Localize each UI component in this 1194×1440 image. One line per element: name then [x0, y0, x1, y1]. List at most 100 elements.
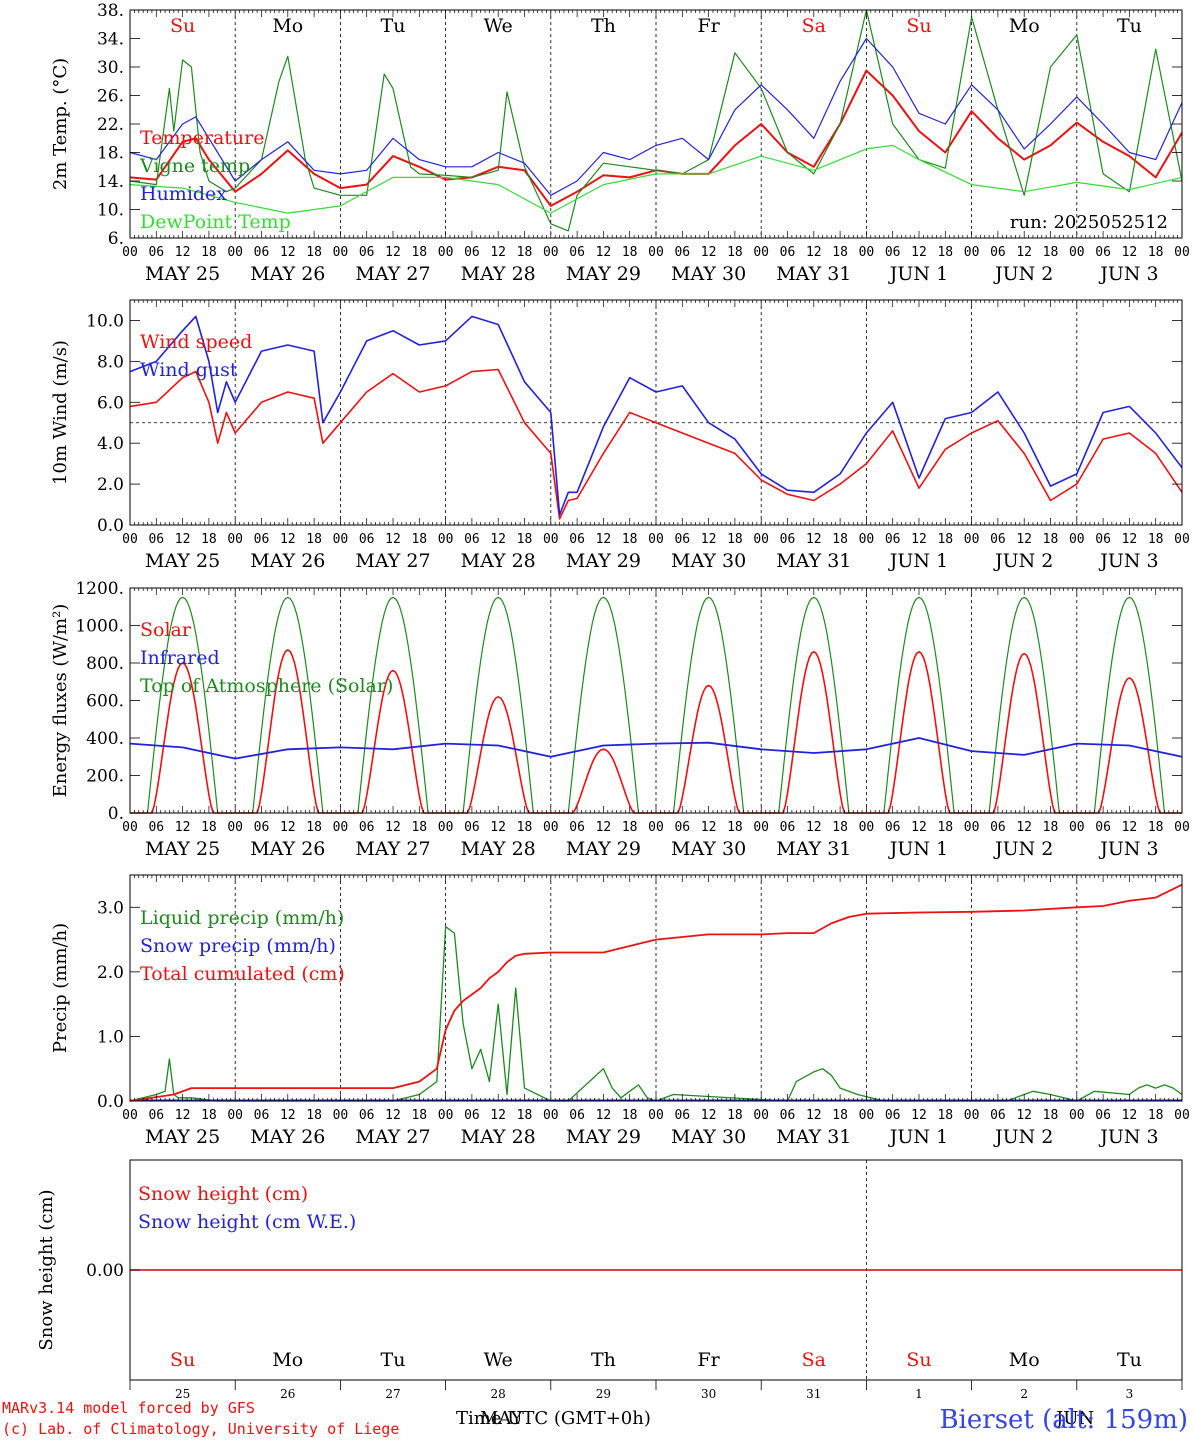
hour-tick-label: 00	[648, 245, 664, 260]
day-label: JUN 3	[1098, 550, 1158, 572]
legend-entry: Snow height (cm)	[138, 1183, 308, 1205]
y-tick-label: 200.	[86, 767, 124, 787]
lab-credit-line: (c) Lab. of Climatology, University of L…	[2, 1420, 399, 1438]
hour-tick-label: 06	[674, 820, 690, 835]
hour-tick-label: 00	[648, 1108, 664, 1123]
day-label: JUN 1	[888, 1126, 948, 1148]
y-tick-label: 38.	[97, 1, 124, 21]
hour-tick-label: 12	[280, 245, 296, 260]
day-label: MAY 26	[250, 263, 325, 285]
day-label: JUN 3	[1098, 838, 1158, 860]
hour-tick-label: 18	[201, 820, 217, 835]
weekday-label: Fr	[697, 1349, 720, 1371]
hour-tick-label: 06	[359, 245, 375, 260]
y-tick-label: 34.	[97, 30, 124, 50]
hour-tick-label: 00	[753, 1108, 769, 1123]
day-label: MAY 30	[671, 550, 746, 572]
hour-tick-label: 00	[333, 820, 349, 835]
hour-tick-label: 12	[806, 532, 822, 547]
hour-tick-label: 18	[622, 245, 638, 260]
hour-tick-label: 12	[1016, 532, 1032, 547]
weekday-label: We	[484, 1349, 513, 1371]
day-number-label: 30	[701, 1387, 716, 1401]
hour-tick-label: 06	[1095, 245, 1111, 260]
hour-tick-label: 00	[227, 532, 243, 547]
hour-tick-label: 18	[832, 1108, 848, 1123]
hour-tick-label: 18	[1148, 820, 1164, 835]
y-axis-label: 2m Temp. (°C)	[50, 58, 71, 190]
hour-tick-label: 00	[333, 532, 349, 547]
hour-tick-label: 18	[832, 532, 848, 547]
y-tick-label: 10.	[97, 201, 124, 221]
hour-tick-label: 18	[201, 245, 217, 260]
day-label: MAY 30	[671, 263, 746, 285]
day-label: MAY 31	[776, 1126, 851, 1148]
legend-entry: Temperature	[140, 127, 264, 149]
hour-tick-label: 06	[990, 820, 1006, 835]
day-label: JUN 3	[1098, 1126, 1158, 1148]
hour-tick-label: 18	[622, 532, 638, 547]
hour-tick-label: 18	[517, 820, 533, 835]
day-label: MAY 30	[671, 1126, 746, 1148]
legend-entry: Infrared	[140, 647, 220, 669]
hour-tick-label: 06	[464, 245, 480, 260]
day-label: MAY 28	[461, 838, 536, 860]
hour-tick-label: 12	[1122, 1108, 1138, 1123]
hour-tick-label: 06	[464, 820, 480, 835]
hour-tick-label: 00	[964, 820, 980, 835]
y-tick-label: 2.0	[97, 963, 124, 983]
hour-tick-label: 00	[333, 245, 349, 260]
hour-tick-label: 06	[885, 1108, 901, 1123]
day-label: MAY 28	[461, 550, 536, 572]
y-tick-label: 0.0	[97, 1092, 124, 1112]
hour-tick-label: 06	[1095, 532, 1111, 547]
day-number-label: 3	[1126, 1387, 1134, 1401]
weekday-label: Th	[591, 1349, 616, 1371]
day-label: MAY 31	[776, 838, 851, 860]
day-label: MAY 31	[776, 263, 851, 285]
y-tick-label: 10.0	[86, 311, 124, 331]
hour-tick-label: 00	[648, 532, 664, 547]
hour-tick-label: 12	[175, 245, 191, 260]
hour-tick-label: 18	[411, 532, 427, 547]
hour-tick-label: 06	[674, 245, 690, 260]
hour-tick-label: 18	[411, 820, 427, 835]
hour-tick-label: 06	[254, 820, 270, 835]
day-label: JUN 1	[888, 550, 948, 572]
hour-tick-label: 12	[596, 532, 612, 547]
hour-tick-label: 00	[859, 532, 875, 547]
hour-tick-label: 12	[175, 820, 191, 835]
hour-tick-label: 18	[306, 532, 322, 547]
hour-tick-label: 18	[832, 245, 848, 260]
hour-tick-label: 00	[1069, 820, 1085, 835]
day-label: JUN 2	[993, 838, 1053, 860]
hour-tick-label: 18	[306, 820, 322, 835]
legend-entry: Liquid precip (mm/h)	[140, 907, 344, 929]
hour-tick-label: 06	[464, 1108, 480, 1123]
hour-tick-label: 18	[937, 820, 953, 835]
day-label: JUN 1	[888, 838, 948, 860]
legend-entry: Wind gust	[140, 359, 238, 381]
hour-tick-label: 06	[359, 820, 375, 835]
hour-tick-label: 06	[885, 245, 901, 260]
day-number-label: 1	[915, 1387, 923, 1401]
hour-tick-label: 12	[911, 820, 927, 835]
y-tick-label: 1200.	[75, 579, 124, 599]
legend-entry: Solar	[140, 619, 192, 641]
hour-tick-label: 12	[911, 245, 927, 260]
hour-tick-label: 00	[122, 245, 138, 260]
hour-tick-label: 18	[727, 245, 743, 260]
day-label: MAY 25	[145, 263, 220, 285]
y-tick-label: 26.	[97, 87, 124, 107]
day-label: MAY 29	[566, 1126, 641, 1148]
hour-tick-label: 00	[333, 1108, 349, 1123]
hour-tick-label: 06	[148, 1108, 164, 1123]
y-axis-label: Energy fluxes (W/m²)	[50, 604, 71, 798]
hour-tick-label: 12	[385, 1108, 401, 1123]
hour-tick-label: 12	[175, 532, 191, 547]
day-label: JUN 2	[993, 263, 1053, 285]
hour-tick-label: 00	[543, 245, 559, 260]
y-tick-label: 0.0	[97, 516, 124, 536]
hour-tick-label: 18	[201, 532, 217, 547]
day-number-label: 27	[385, 1387, 400, 1401]
